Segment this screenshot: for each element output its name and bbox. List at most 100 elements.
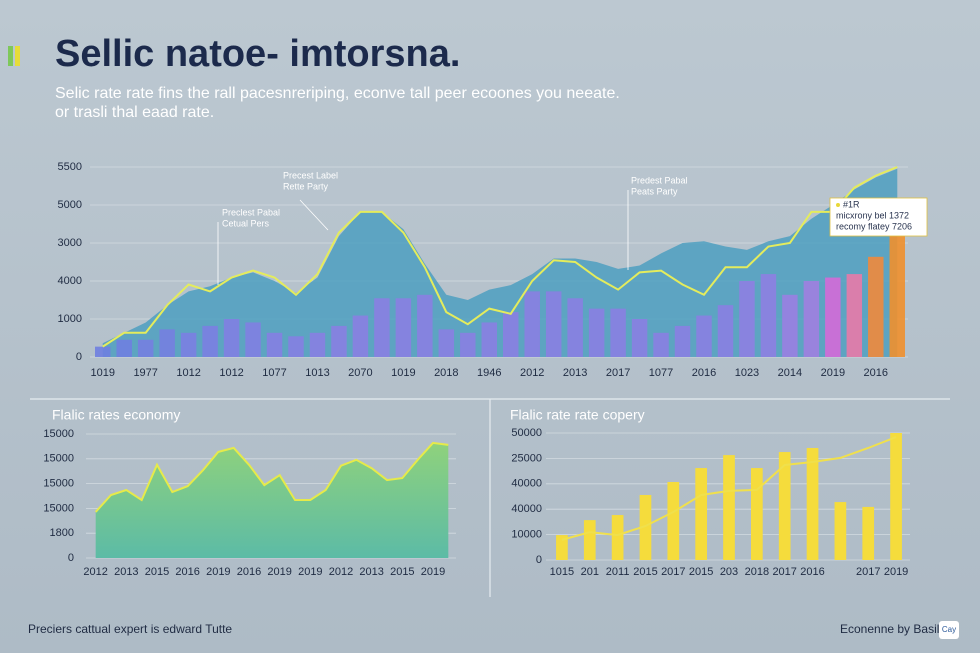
logo [15, 46, 20, 66]
annotation: recomy flatey 7206 [836, 221, 912, 231]
annotation-box [829, 197, 928, 237]
bar [889, 218, 905, 357]
y-tick-label: 40000 [511, 503, 542, 515]
bar [202, 325, 218, 357]
x-tick-label: 201 [581, 566, 599, 578]
x-tick-label: 1012 [176, 367, 200, 379]
x-tick-label: 2013 [114, 566, 138, 578]
bar [159, 329, 175, 357]
bar [481, 322, 497, 357]
y-tick-label: 15000 [43, 428, 74, 440]
bar [760, 274, 777, 357]
line [561, 436, 897, 541]
bar [417, 294, 433, 357]
bar [739, 281, 755, 357]
page-title: Sellic natoe- imtorsna. [55, 33, 460, 75]
x-tick-label: 2070 [348, 367, 372, 379]
x-tick-label: 2014 [778, 367, 802, 379]
y-tick-label: 0 [76, 351, 82, 363]
y-tick-label: 15000 [43, 478, 74, 490]
x-tick-label: 2016 [800, 566, 824, 578]
x-tick-label: 2013 [359, 566, 383, 578]
bar [395, 298, 412, 357]
x-tick-label: 2017 [661, 566, 685, 578]
y-tick-label: 15000 [43, 453, 74, 465]
annotation: Predest Pabal [631, 175, 688, 185]
y-tick-label: 0 [68, 552, 74, 564]
annotation-dot [836, 203, 840, 207]
footer-credit: Preciers cattual expert is edward Tutte [28, 622, 232, 636]
y-tick-label: 5500 [58, 161, 82, 173]
bar [331, 325, 347, 357]
x-tick-label: 1077 [262, 367, 286, 379]
leader-line [299, 199, 329, 231]
x-tick-label: 2011 [606, 566, 630, 578]
x-tick-label: 2015 [633, 566, 657, 578]
y-tick-label: 0 [536, 554, 542, 566]
footer-byline: Econenne by Basil [840, 622, 939, 636]
bar [862, 506, 875, 560]
area [102, 168, 898, 357]
bar [782, 294, 798, 357]
x-tick-label: 2012 [83, 566, 107, 578]
subtitle: or trasli thal eaad rate. [55, 104, 214, 121]
badge [939, 621, 959, 639]
area-line [94, 441, 449, 513]
bar [803, 281, 820, 357]
bar [631, 319, 648, 357]
x-tick-label: 2018 [745, 566, 769, 578]
y-tick-label: 1000 [58, 313, 82, 325]
bar [288, 336, 304, 357]
annotation: Preclest Pabal [222, 207, 280, 217]
bar [180, 332, 197, 357]
area [95, 442, 449, 558]
x-tick-label: 2012 [520, 367, 544, 379]
x-tick-label: 1077 [649, 367, 673, 379]
x-tick-label: 2019 [821, 367, 845, 379]
y-tick-label: 10000 [511, 529, 542, 541]
x-tick-label: 1012 [219, 367, 243, 379]
chart-title: Flalic rates economy [52, 407, 180, 423]
bar [653, 332, 669, 357]
bar [223, 319, 240, 357]
bar [266, 332, 283, 357]
bar [717, 305, 734, 357]
bar [438, 329, 455, 357]
bar [374, 298, 390, 357]
bar [723, 455, 735, 560]
x-tick-label: 2016 [175, 566, 199, 578]
x-tick-label: 2015 [689, 566, 713, 578]
x-tick-label: 2019 [298, 566, 322, 578]
y-tick-label: 4000 [58, 275, 82, 287]
bar [868, 256, 884, 357]
y-tick-label: 25000 [511, 452, 542, 464]
bar [695, 468, 708, 560]
bar [116, 339, 132, 357]
bar [639, 494, 652, 560]
bar [137, 339, 154, 357]
y-tick-label: 1800 [50, 527, 74, 539]
annotation: Peats Party [631, 186, 678, 196]
x-tick-label: 2019 [206, 566, 230, 578]
bar [524, 291, 540, 357]
bar [545, 291, 562, 357]
x-tick-label: 1946 [477, 367, 501, 379]
logo [8, 46, 13, 66]
x-tick-label: 2019 [421, 566, 445, 578]
annotation: Cetual Pers [222, 218, 270, 228]
x-tick-label: 2012 [329, 566, 353, 578]
bar [611, 515, 624, 560]
line [102, 166, 898, 348]
x-tick-label: 2015 [390, 566, 414, 578]
y-tick-label: 15000 [43, 502, 74, 514]
x-tick-label: 2019 [884, 566, 908, 578]
y-tick-label: 40000 [511, 478, 542, 490]
bar [674, 325, 691, 357]
bar [696, 315, 712, 357]
bar [583, 520, 596, 560]
bar [846, 274, 863, 357]
bar [309, 332, 326, 357]
annotation: micxrony bel 1372 [836, 210, 909, 220]
bar [825, 277, 841, 357]
